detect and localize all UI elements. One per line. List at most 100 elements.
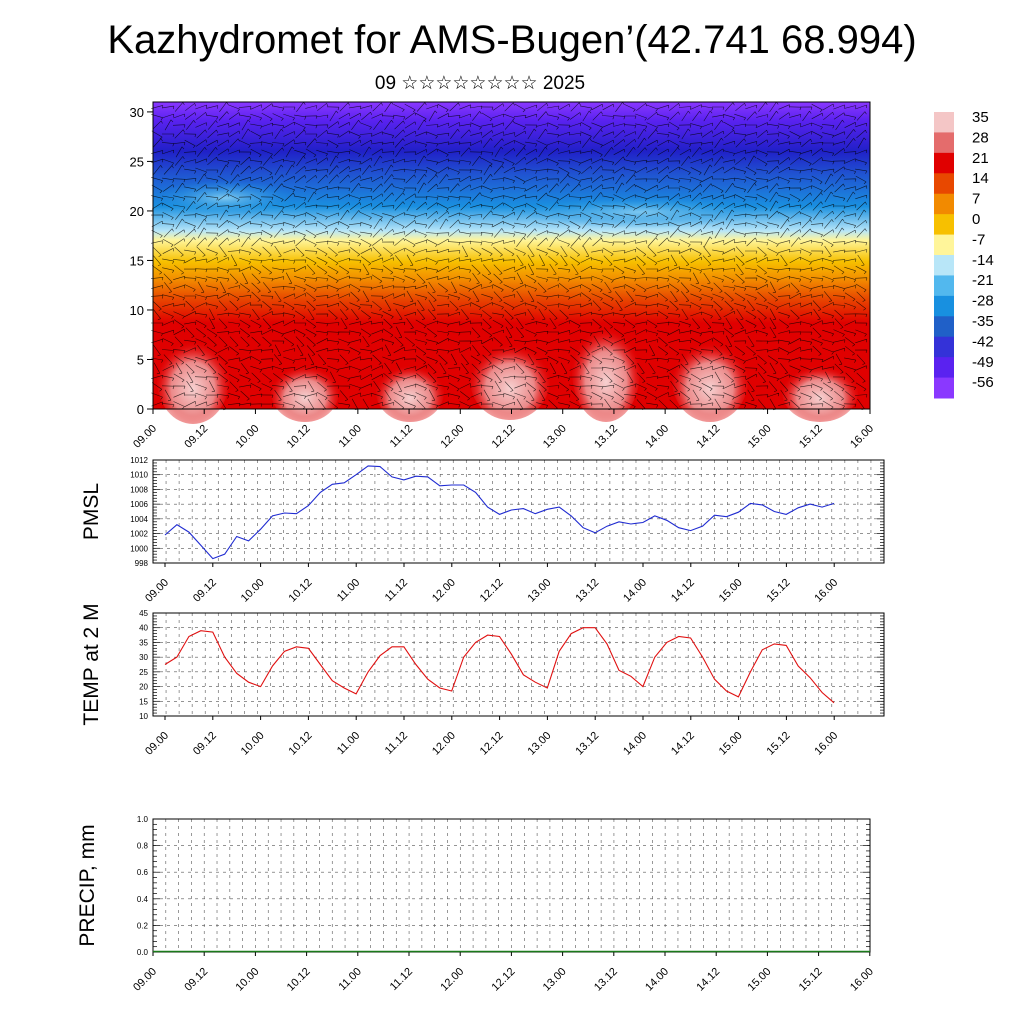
colorbar-label: 35: [972, 109, 989, 126]
y-tick-label: 1004: [130, 515, 148, 524]
x-tick-label: 13.12: [573, 577, 601, 605]
x-tick-label: 15.00: [746, 423, 774, 451]
x-tick-label: 13.12: [592, 966, 620, 994]
x-tick-label: 16.00: [848, 423, 876, 451]
x-tick-label: 14.12: [669, 730, 697, 758]
x-tick-label: 10.00: [234, 966, 262, 994]
x-tick-label: 16.00: [848, 966, 876, 994]
y-tick-label: 0.0: [137, 948, 149, 957]
x-tick-label: 13.12: [573, 730, 601, 758]
colorbar-label: -56: [972, 374, 994, 391]
colorbar-swatch: [934, 152, 954, 174]
y-tick-label: 30: [139, 653, 148, 662]
x-tick-label: 10.12: [287, 730, 315, 758]
heatmap-warm-region: [157, 336, 229, 424]
x-tick-label: 15.12: [797, 423, 825, 451]
x-tick-label: 11.00: [337, 423, 364, 450]
x-tick-label: 14.00: [621, 577, 649, 605]
x-tick-label: 09.12: [191, 730, 219, 758]
y-tick-label: 15: [130, 253, 144, 268]
y-tick-label: 35: [139, 638, 148, 647]
y-tick-label: 1012: [130, 456, 148, 465]
x-tick-label: 10.00: [239, 577, 267, 605]
y-axis-label: PMSL: [80, 483, 103, 540]
heatmap-warm-region: [470, 340, 550, 420]
colorbar-swatch: [934, 357, 954, 379]
y-tick-label: 0: [137, 402, 144, 417]
colorbar-label: -21: [972, 272, 994, 289]
x-tick-label: 15.12: [765, 577, 793, 605]
page-subtitle: 09 ☆☆☆☆☆☆☆☆ 2025: [374, 73, 586, 94]
y-tick-label: 0.4: [137, 895, 149, 904]
colorbar-swatch: [934, 255, 954, 276]
y-axis-label: PRECIP, mm: [76, 824, 99, 946]
y-tick-label: 30: [130, 105, 144, 120]
x-tick-label: 15.00: [717, 730, 745, 758]
y-tick-label: 10: [139, 712, 148, 721]
heatmap-y-axis: 0 5 10 15 20 25 30: [130, 105, 153, 417]
plot-frame: [152, 459, 885, 564]
precip-panel: 0.0 0.2 0.4 0.6 0.8 1.0 PRECIP, mm 09.00 09.12 10…: [76, 815, 876, 994]
y-tick-label: 1.0: [137, 815, 149, 824]
page-title: Kazhydromet for AMS-Bugen’(42.741 68.994…: [107, 18, 917, 62]
x-tick-label: 11.00: [335, 577, 362, 604]
y-tick-label: 40: [139, 624, 148, 633]
x-tick-label: 12.00: [438, 966, 466, 994]
x-tick-label: 09.00: [143, 577, 171, 605]
x-tick-label: 13.12: [592, 423, 620, 451]
x-tick-label: 12.00: [430, 730, 458, 758]
heatmap-panel: 0 5 10 15 20 25 30 09.00 09.12 10.00 10.12 11.00 11…: [130, 101, 876, 451]
x-tick-label: 14.00: [643, 966, 671, 994]
x-tick-label: 11.12: [388, 966, 415, 993]
y-tick-label: 998: [135, 559, 149, 568]
x-tick-label: 10.00: [239, 730, 267, 758]
x-tick-label: 14.12: [695, 423, 723, 451]
x-tick-label: 11.12: [383, 730, 410, 757]
y-tick-label: 20: [139, 683, 148, 692]
x-tick-label: 13.00: [541, 966, 569, 994]
colorbar-swatch: [934, 336, 954, 358]
x-tick-label: 09.12: [182, 423, 210, 451]
x-tick-label: 11.00: [335, 730, 362, 757]
x-tick-label: 16.00: [812, 730, 840, 758]
colorbar-label: -49: [972, 354, 994, 371]
x-tick-label: 13.00: [541, 423, 569, 451]
colorbar-swatch: [934, 377, 954, 399]
y-tick-label: 1000: [130, 544, 148, 553]
x-tick-label: 15.00: [717, 577, 745, 605]
heatmap-cool-region: [155, 180, 295, 216]
colorbar-label: -35: [972, 313, 994, 330]
x-tick-label: 13.00: [526, 730, 554, 758]
heatmap-warm-region: [572, 322, 640, 422]
y-tick-label: 45: [139, 609, 148, 618]
colorbar-swatch: [934, 193, 954, 215]
x-tick-label: 14.00: [621, 730, 649, 758]
y-tick-label: 25: [139, 668, 148, 677]
colorbar-label: -7: [972, 231, 985, 248]
colorbar-swatch: [934, 234, 954, 256]
colorbar: 35 28 21 14 7 0 -7 -14 -21 -28 -35 -42 -49 -56: [934, 109, 994, 399]
x-tick-label: 10.12: [285, 966, 313, 994]
x-tick-label: 16.00: [812, 577, 840, 605]
colorbar-swatch: [934, 214, 954, 236]
x-tick-label: 09.00: [131, 423, 159, 451]
x-tick-label: 15.12: [797, 966, 825, 994]
x-tick-label: 09.00: [131, 966, 159, 994]
pmsl-panel: 998 1000 1002 1004 1006 1008 1010 1012 PMSL 09.00…: [80, 456, 885, 605]
heatmap-warm-region: [376, 362, 444, 422]
x-tick-label: 11.12: [388, 423, 415, 450]
y-tick-label: 0.6: [137, 868, 149, 877]
colorbar-swatch: [934, 173, 954, 195]
y-tick-label: 1008: [130, 485, 148, 494]
x-tick-label: 11.00: [337, 966, 364, 993]
x-tick-label: 12.12: [478, 730, 506, 758]
x-tick-label: 12.00: [430, 577, 458, 605]
temp-panel: 10 15 20 25 30 35 40 45 TEMP at 2 M 09.00 09.12 10.…: [80, 603, 885, 758]
y-tick-label: 20: [130, 204, 144, 219]
y-tick-label: 1010: [130, 471, 148, 480]
x-tick-label: 12.00: [438, 423, 466, 451]
y-tick-label: 1002: [130, 530, 148, 539]
colorbar-label: -42: [972, 333, 994, 350]
x-tick-label: 14.00: [643, 423, 671, 451]
x-tick-label: 12.12: [490, 966, 518, 994]
